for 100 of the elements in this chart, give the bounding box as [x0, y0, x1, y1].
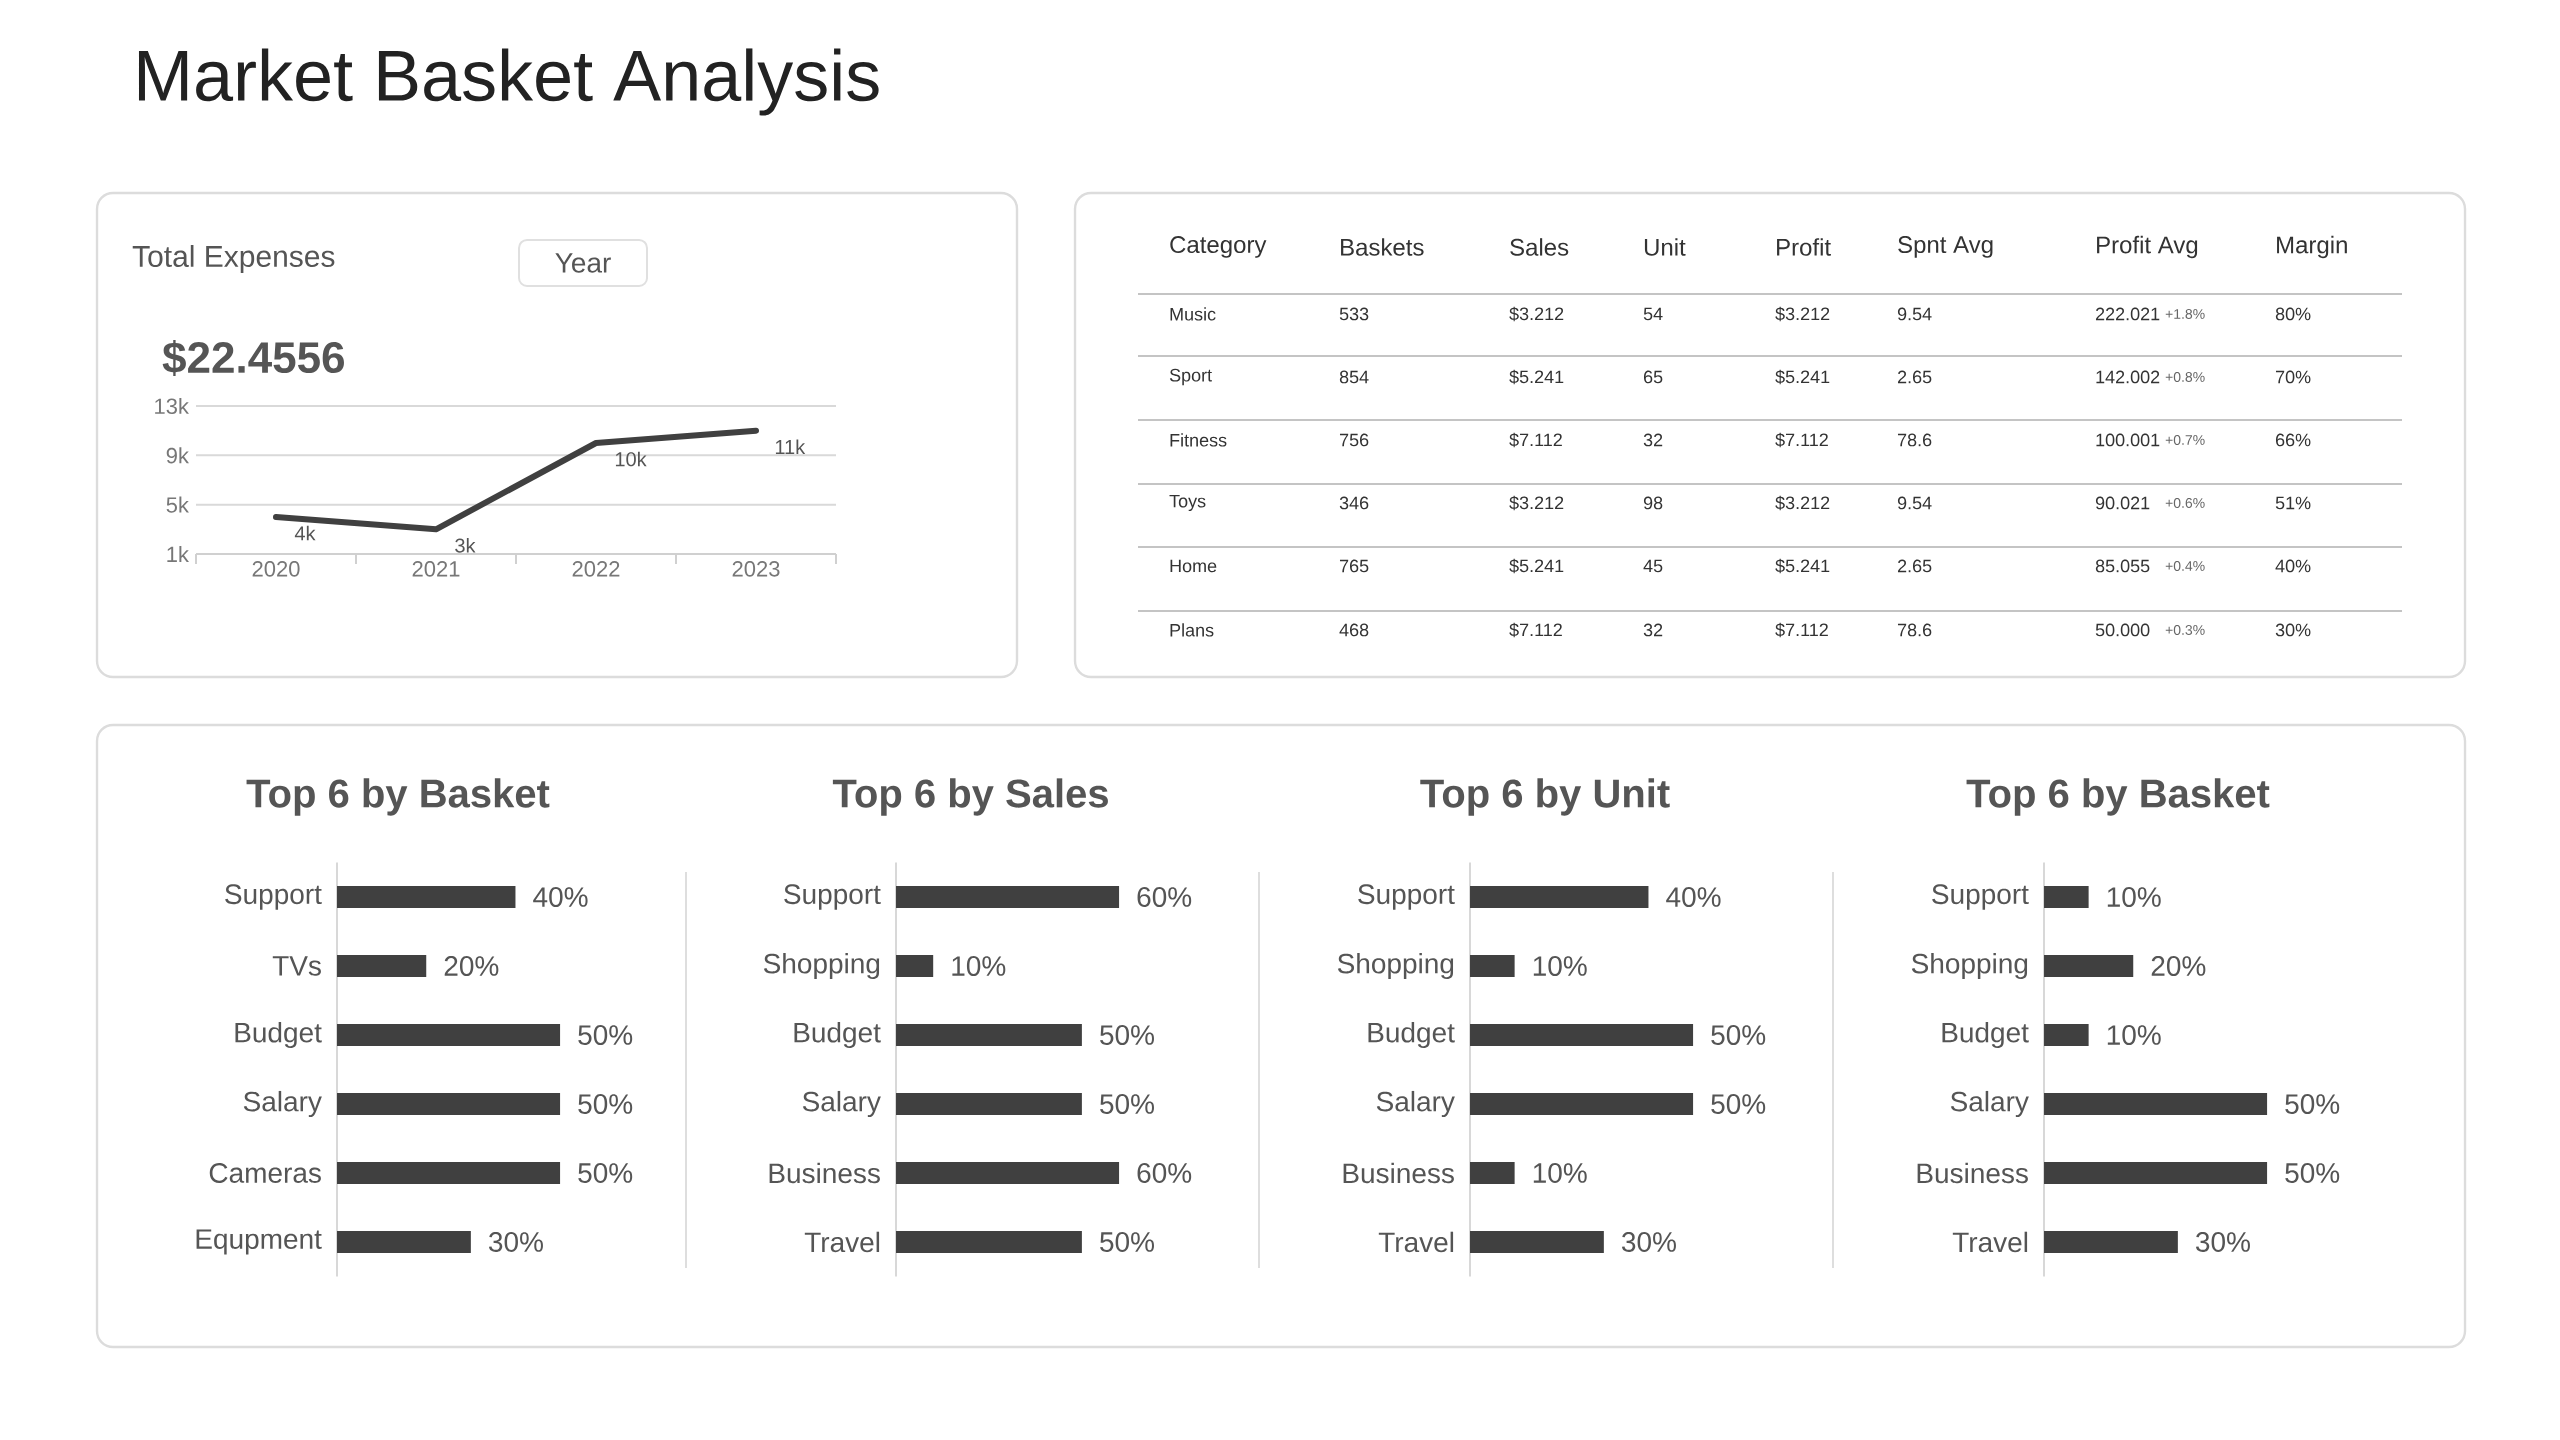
y-tick-label: Business [769, 1162, 880, 1184]
text: $3.212 [1509, 495, 1564, 511]
bar [1470, 1092, 1694, 1115]
data-label: 50% [1100, 1232, 1154, 1252]
text: 756 [1339, 433, 1369, 447]
x-tick-label: 2023 [732, 561, 780, 577]
text: Market Basket Analysis [138, 48, 879, 116]
text: 70% [2275, 370, 2311, 384]
y-tick-label: Cameras [209, 1163, 321, 1183]
y-tick-label: Support [225, 884, 322, 910]
bar [2044, 1092, 2268, 1115]
data-label: 40% [533, 887, 588, 907]
text: 85.055 [2095, 559, 2150, 573]
text: +1.8% [2165, 309, 2205, 319]
x-tick-label: 2020 [252, 561, 300, 577]
data-label: 10% [1533, 1163, 1587, 1183]
bar [2044, 1161, 2268, 1184]
y-tick-label: Salary [802, 1090, 881, 1118]
data-label: 50% [578, 1025, 633, 1045]
data-label: 50% [1100, 1025, 1154, 1045]
data-label: 30% [1621, 1232, 1676, 1252]
x-tick-label: 2022 [572, 561, 620, 577]
data-label: 3k [455, 537, 476, 553]
chart-title: Top 6 by Basket [246, 778, 550, 816]
y-tick-label: 1k [167, 546, 189, 562]
data-label: 11k [775, 439, 806, 454]
text: Home [1170, 559, 1217, 573]
text: 32 [1643, 623, 1663, 637]
y-tick-label: Budget [235, 1021, 322, 1049]
category-label: Baskets [1341, 238, 1424, 256]
text: 533 [1339, 307, 1369, 321]
y-tick-label: Equpment [196, 1229, 322, 1255]
y-tick-label: Business [1343, 1162, 1454, 1184]
text: +0.4% [2165, 561, 2205, 571]
text: $5.241 [1775, 558, 1830, 574]
text: 854 [1339, 370, 1369, 384]
y-tick-label: 9k [166, 447, 189, 464]
chart-subtitle: $22.4556 [162, 340, 344, 376]
bar [2044, 886, 2089, 909]
chart-title: Total Expenses [132, 245, 335, 273]
x-tick-label: 2021 [412, 561, 460, 577]
chart-title: Top 6 by Unit [1420, 778, 1670, 816]
y-tick-label: Support [784, 884, 881, 910]
bar [337, 1161, 561, 1184]
category-label: Unit [1644, 238, 1686, 256]
data-label: 50% [2285, 1163, 2340, 1183]
data-label: 50% [1711, 1025, 1766, 1045]
text: +0.7% [2165, 435, 2205, 445]
data-label: 30% [2195, 1232, 2250, 1252]
text: $5.241 [1775, 369, 1830, 385]
y-tick-label: Shopping [763, 952, 880, 980]
text: Year [555, 253, 611, 273]
text: 65 [1643, 370, 1663, 384]
y-tick-label: Travel [1378, 1231, 1454, 1253]
text: 98 [1643, 496, 1663, 510]
bar [2044, 1230, 2178, 1253]
category-label: Spnt Avg [1898, 236, 1993, 258]
bar [337, 955, 427, 977]
text: 142.002 [2096, 370, 2160, 384]
data-label: 10% [2107, 1025, 2161, 1045]
data-label: 20% [444, 956, 499, 976]
text: 54 [1643, 307, 1663, 321]
y-tick-label: Budget [794, 1021, 881, 1049]
data-label: 60% [1137, 887, 1192, 907]
data-label: 50% [578, 1163, 633, 1183]
text: 222.021 [2095, 307, 2160, 321]
text: $3.212 [1775, 306, 1830, 322]
text: Sport [1169, 368, 1212, 386]
data-label: 4k [294, 525, 316, 541]
data-label: 60% [1137, 1163, 1192, 1183]
category-label: Margin [2277, 235, 2347, 259]
bar [1470, 1024, 1694, 1046]
text: 9.54 [1897, 307, 1932, 321]
text: $5.241 [1509, 558, 1564, 574]
y-tick-label: Shopping [1911, 952, 2028, 980]
data-label: 10% [2107, 887, 2161, 907]
chart-title: Top 6 by Basket [1966, 778, 2270, 816]
bar [1470, 1161, 1515, 1184]
bar [2044, 955, 2134, 977]
bar [1470, 886, 1649, 909]
data-label: 50% [578, 1094, 633, 1114]
text: 78.6 [1897, 623, 1932, 637]
data-label: 50% [1711, 1094, 1766, 1114]
y-tick-label: TVs [272, 956, 321, 976]
y-tick-label: Budget [1368, 1021, 1455, 1049]
text: 765 [1339, 559, 1369, 573]
y-tick-label: Salary [1950, 1090, 2029, 1118]
bar [2044, 1024, 2089, 1046]
bar [1470, 1230, 1604, 1253]
y-tick-label: Support [1932, 884, 2029, 910]
category-label: Profit [1777, 238, 1831, 256]
y-tick-label: Salary [243, 1090, 322, 1118]
bar [337, 1230, 471, 1253]
data-label: 30% [488, 1232, 543, 1252]
text: 30% [2275, 623, 2311, 637]
text: 100.001 [2096, 433, 2160, 447]
bar [337, 886, 516, 909]
y-tick-label: 13k [155, 397, 189, 415]
y-tick-label: Travel [1952, 1231, 2028, 1253]
bar [1470, 955, 1515, 977]
